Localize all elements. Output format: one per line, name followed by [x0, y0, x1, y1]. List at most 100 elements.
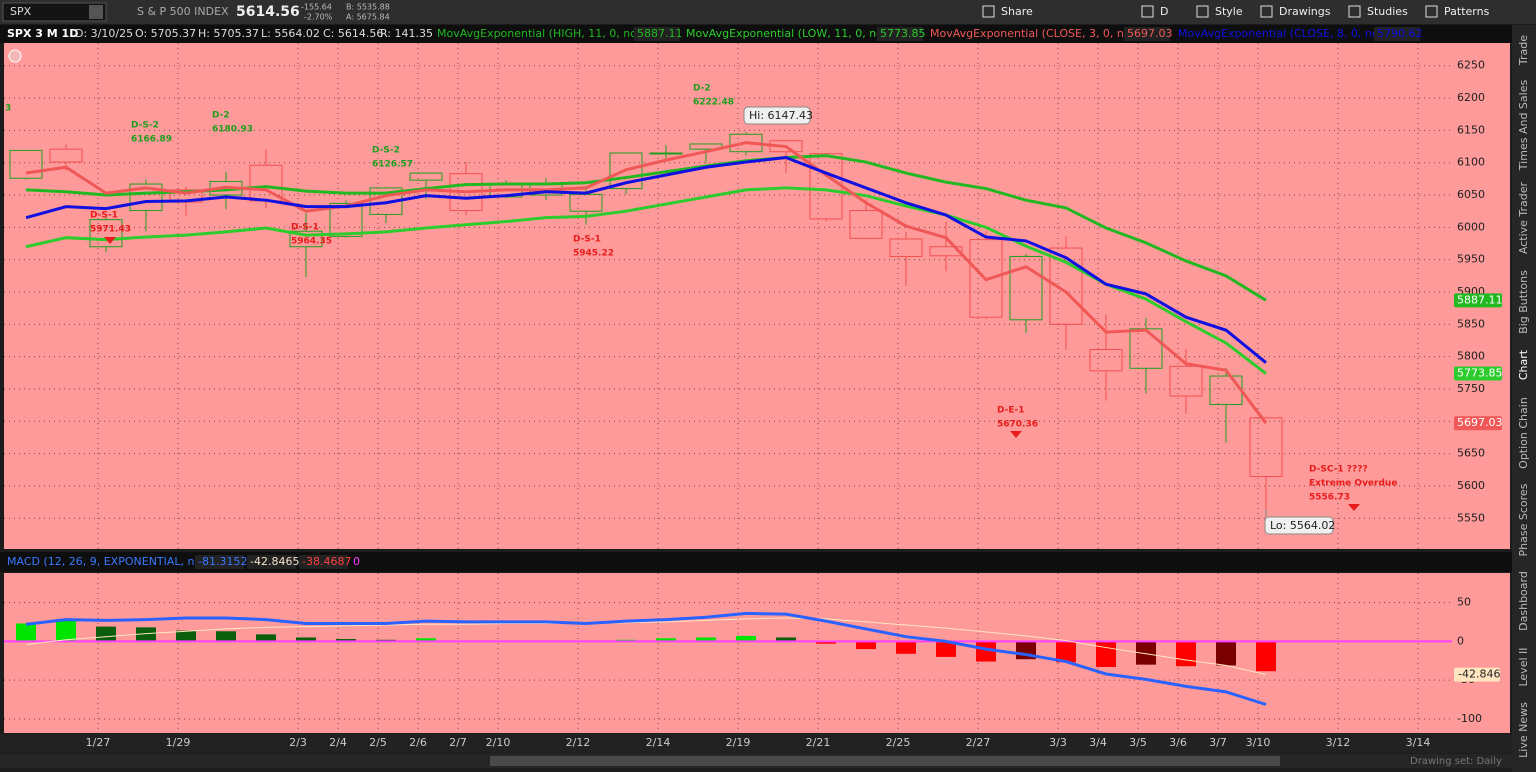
annotation-label: D-S-1: [573, 235, 601, 245]
ema-line: [25, 186, 1267, 375]
study-name: MovAvgExponential (CLOSE, 3, 0, no): [930, 27, 1135, 40]
x-tick-label: 2/14: [646, 736, 671, 749]
study-name: MovAvgExponential (LOW, 11, 0, no): [686, 27, 887, 40]
sidebar-tab[interactable]: Dashboard: [1517, 571, 1530, 631]
candle-body: [609, 152, 643, 190]
price-badge-label: 5697.03: [1457, 416, 1503, 429]
toolbar-button-icon[interactable]: [1141, 5, 1154, 18]
x-tick-label: 3/10: [1246, 736, 1271, 749]
study-value-box: [634, 27, 680, 41]
annotation-label: D-2: [212, 111, 230, 121]
percent-change: -2.70%: [304, 13, 333, 22]
lo-label: Lo: 5564.02: [1270, 519, 1335, 532]
macd-histogram-bar: [696, 637, 716, 642]
hi-label: Hi: 6147.43: [749, 109, 813, 122]
signal-arrow: [1348, 504, 1360, 511]
macd-histogram-bar: [856, 641, 876, 650]
sidebar-tab[interactable]: Live News: [1517, 702, 1530, 758]
toolbar-button-icon[interactable]: [1425, 5, 1438, 18]
annotation-value: 5964.35: [291, 237, 332, 247]
study-value: 5790.62: [1377, 27, 1423, 40]
symbol-dropdown[interactable]: [89, 5, 103, 19]
candle-body: [49, 148, 83, 163]
annotation-value: 6222.48: [693, 98, 734, 108]
x-tick-label: 2/6: [409, 736, 427, 749]
y-tick-label: 50: [1457, 596, 1471, 609]
price-badge-label: 5773.85: [1457, 367, 1503, 380]
toolbar: [0, 0, 1536, 24]
x-tick-label: 2/3: [289, 736, 307, 749]
candle-body: [689, 143, 723, 150]
candle-body: [649, 152, 683, 155]
toolbar-button[interactable]: Patterns: [1444, 5, 1490, 18]
annotation-value: 5670.36: [997, 420, 1038, 430]
macd-histogram-bar: [336, 639, 356, 642]
sidebar-tab[interactable]: Trade: [1517, 35, 1530, 66]
sidebar-tab[interactable]: Active Trader: [1517, 181, 1530, 254]
toolbar-button-icon[interactable]: [1260, 5, 1273, 18]
annotation-label: D-SC-1 ????: [1309, 465, 1368, 475]
x-tick-label: 3/14: [1406, 736, 1431, 749]
macd-histogram-bar: [136, 627, 156, 642]
x-tick-label: 3/12: [1326, 736, 1351, 749]
description: S & P 500 INDEX: [137, 5, 229, 18]
symbol: SPX: [10, 5, 32, 18]
symbol-box[interactable]: [2, 2, 107, 22]
annotation-value: 5971.43: [90, 225, 131, 235]
status: Drawing set: Daily: [1410, 756, 1502, 767]
macd-histogram-bar: [896, 641, 916, 654]
toolbar-button[interactable]: Style: [1215, 5, 1243, 18]
scrollbar-thumb[interactable]: [490, 756, 1280, 766]
sidebar-tab[interactable]: Chart: [1517, 349, 1530, 380]
sidebar-tab[interactable]: Level II: [1517, 647, 1530, 686]
candle-body: [1049, 247, 1083, 325]
toolbar-button-icon[interactable]: [1348, 5, 1361, 18]
info-icon[interactable]: [8, 49, 22, 63]
macd-value-box: [247, 555, 296, 569]
annotation-label: D-S-1: [291, 223, 319, 233]
lo-callout: [1264, 516, 1334, 535]
candle-body: [1009, 255, 1043, 321]
sidebar-tab[interactable]: Phase Scores: [1517, 483, 1530, 556]
y-tick-label: 6250: [1457, 59, 1485, 72]
y-tick-label: 5850: [1457, 317, 1485, 330]
y-tick-label: -100: [1457, 712, 1482, 725]
sidebar-tab[interactable]: Times And Sales: [1517, 80, 1530, 172]
macd-histogram-bar: [296, 637, 316, 642]
annotation-value: 5556.73: [1309, 493, 1350, 503]
toolbar-button[interactable]: Drawings: [1279, 5, 1331, 18]
annotation-label: D-2: [693, 84, 711, 94]
candle-body: [129, 183, 163, 212]
ask: A: 5675.84: [346, 13, 390, 22]
macd-histogram-bar: [1176, 641, 1196, 667]
toolbar-button[interactable]: D: [1160, 5, 1168, 18]
macd-histogram-bar: [656, 638, 676, 642]
macd-histogram-bar: [1256, 641, 1276, 672]
x-tick-label: 1/27: [86, 736, 111, 749]
candle-body: [889, 238, 923, 257]
annotation-label: D-E-1: [997, 406, 1025, 416]
date-axis: [0, 734, 1512, 753]
toolbar-button[interactable]: Share: [1001, 5, 1033, 18]
macd-value-box: [195, 555, 244, 569]
candle-body: [289, 230, 323, 248]
y-tick-label: 5550: [1457, 511, 1485, 524]
macd-badge: [1454, 667, 1500, 682]
y-tick-label: 0: [1457, 634, 1464, 647]
annotation-value: 5945.22: [573, 249, 614, 259]
annotation-label: D-S-1: [90, 211, 118, 221]
x-tick-label: 2/5: [369, 736, 387, 749]
x-tick-label: 2/21: [806, 736, 831, 749]
candle-body: [849, 210, 883, 239]
macd-histogram-bar: [816, 641, 836, 644]
toolbar-button-icon[interactable]: [982, 5, 995, 18]
candle-body: [929, 246, 963, 257]
toolbar-button[interactable]: Studies: [1367, 5, 1408, 18]
study-name: MovAvgExponential (HIGH, 11, 0, no): [437, 27, 641, 40]
sidebar-tab[interactable]: Big Buttons: [1517, 270, 1530, 334]
toolbar-button-icon[interactable]: [1196, 5, 1209, 18]
sidebar-tab[interactable]: Option Chain: [1517, 397, 1530, 469]
ohlc-item: D: 3/10/25: [75, 27, 133, 40]
